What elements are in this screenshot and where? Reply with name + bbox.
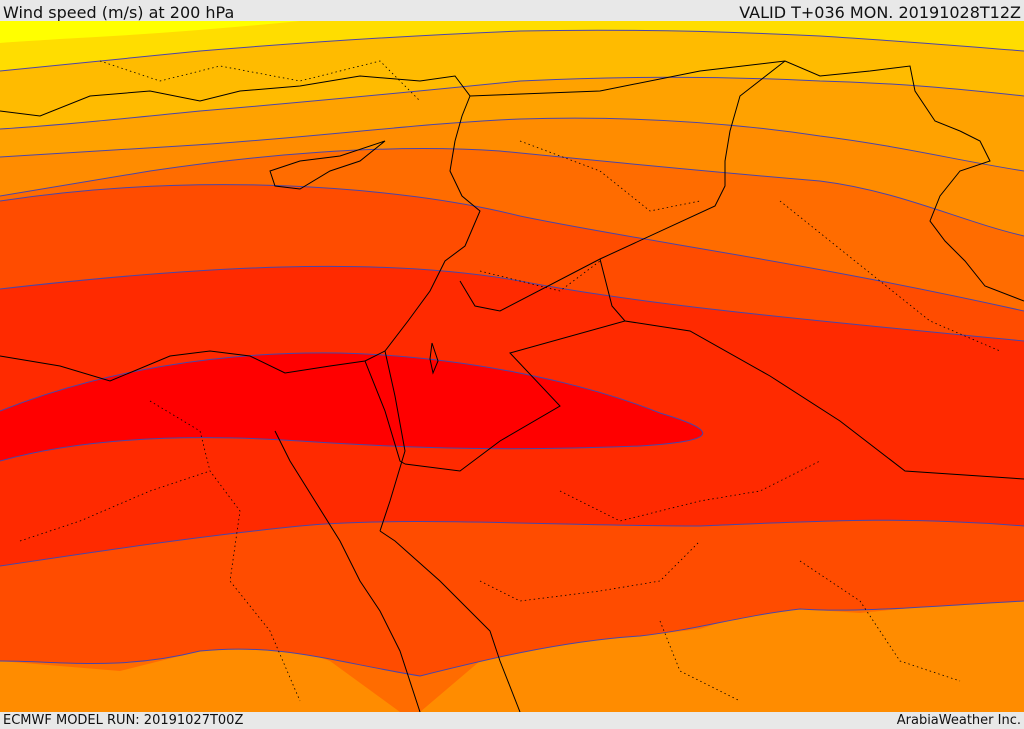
band-red-core <box>0 352 703 461</box>
map-header: Wind speed (m/s) at 200 hPa VALID T+036 … <box>0 0 1024 22</box>
valid-time: VALID T+036 MON. 20191028T12Z <box>739 3 1021 22</box>
credit-label: ArabiaWeather Inc. <box>896 713 1021 728</box>
map-title: Wind speed (m/s) at 200 hPa <box>3 3 235 22</box>
wind-speed-map <box>0 21 1024 712</box>
model-run-label: ECMWF MODEL RUN: 20191027T00Z <box>3 713 244 728</box>
map-footer: ECMWF MODEL RUN: 20191027T00Z ArabiaWeat… <box>0 712 1024 729</box>
province-boundaries <box>19 60 1001 702</box>
country-borders <box>364 60 1024 480</box>
band-yellow <box>0 21 300 43</box>
band-amber <box>0 21 1024 129</box>
band-orange-south <box>0 643 400 712</box>
band-orange-southeast <box>420 601 1024 712</box>
